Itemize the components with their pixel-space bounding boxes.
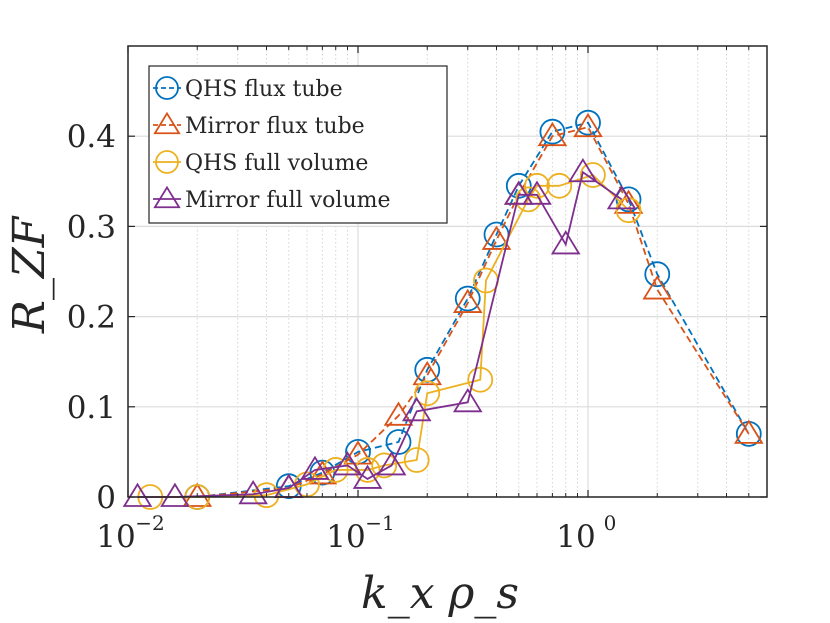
data-point-mirror-flux-tube	[573, 112, 603, 138]
data-point-qhs-full-volume	[546, 172, 573, 199]
series-mirror-full-volume	[122, 157, 637, 507]
series-layer	[122, 109, 764, 510]
tick-labels: 00.10.20.30.410 −2 10 −1 10 0	[67, 119, 617, 555]
data-point-mirror-flux-tube	[452, 288, 483, 313]
legend-box	[148, 65, 448, 224]
data-point-mirror-flux-tube	[537, 121, 568, 147]
data-point-qhs-flux-tube	[575, 109, 601, 136]
data-point-mirror-full-volume	[522, 180, 552, 205]
data-point-qhs-full-volume	[524, 172, 550, 199]
legend-item-qhs-full-volume: QHS full volume	[153, 150, 368, 176]
series-line-qhs-flux-tube	[197, 121, 750, 498]
data-point-mirror-flux-tube	[733, 419, 764, 444]
axis-ticks	[127, 46, 768, 498]
plot-frame	[127, 45, 768, 498]
data-point-qhs-full-volume	[253, 482, 280, 509]
data-point-mirror-full-volume	[332, 451, 363, 476]
y-tick-label: 0.3	[67, 209, 116, 245]
y-axis-title: R_ZF	[4, 215, 55, 334]
series-line-mirror-full-volume	[137, 170, 623, 498]
data-point-mirror-full-volume	[376, 451, 407, 476]
legend-marker	[153, 111, 181, 135]
data-point-mirror-full-volume	[160, 482, 190, 507]
data-point-qhs-flux-tube	[454, 285, 481, 312]
x-tick-label: 10	[326, 519, 365, 555]
legend-marker	[155, 150, 179, 174]
data-point-qhs-full-volume	[403, 447, 430, 473]
data-point-qhs-flux-tube	[539, 118, 566, 145]
data-point-mirror-full-volume	[550, 230, 581, 255]
data-point-mirror-full-volume	[122, 482, 153, 507]
legend-label: Mirror flux tube	[185, 114, 365, 139]
x-axis-title: k_x ρ_s	[361, 568, 519, 619]
data-point-mirror-full-volume	[503, 180, 534, 205]
data-point-mirror-full-volume	[606, 185, 637, 210]
y-tick-label: 0	[96, 480, 116, 516]
data-point-mirror-flux-tube	[642, 275, 673, 300]
x-tick-exponent: −1	[365, 511, 394, 535]
data-point-qhs-flux-tube	[385, 429, 412, 455]
legend-label: QHS full volume	[185, 151, 368, 176]
data-point-mirror-full-volume	[568, 157, 598, 183]
legend-marker	[155, 76, 179, 100]
x-tick-exponent: −2	[135, 511, 164, 535]
data-point-mirror-flux-tube	[412, 360, 443, 386]
data-point-qhs-flux-tube	[644, 261, 671, 288]
legend-marker	[153, 185, 181, 209]
y-tick-label: 0.4	[67, 119, 116, 155]
y-tick-label: 0.2	[67, 300, 116, 336]
legend-item-qhs-flux-tube: QHS flux tube	[153, 76, 343, 102]
data-point-qhs-full-volume	[371, 452, 398, 479]
x-tick-label: 10	[556, 519, 595, 555]
data-point-qhs-full-volume	[414, 380, 441, 407]
x-tick-label: 10	[96, 519, 135, 555]
legend-label: QHS flux tube	[185, 77, 343, 102]
data-point-mirror-flux-tube	[481, 225, 512, 250]
data-point-qhs-full-volume	[579, 162, 606, 188]
legend: QHS flux tube Mirror flux tube QHS full vo…	[148, 65, 448, 224]
data-point-mirror-flux-tube	[383, 401, 414, 426]
y-tick-label: 0.1	[67, 390, 116, 426]
data-point-qhs-full-volume	[467, 366, 494, 393]
legend-label: Mirror full volume	[185, 188, 391, 213]
data-point-mirror-full-volume	[401, 396, 432, 422]
legend-item-mirror-flux-tube: Mirror flux tube	[153, 111, 365, 139]
x-tick-exponent: 0	[604, 511, 617, 535]
data-point-mirror-full-volume	[452, 387, 483, 413]
data-point-mirror-full-volume	[238, 479, 268, 505]
data-point-mirror-flux-tube	[613, 189, 644, 214]
data-point-mirror-full-volume	[352, 464, 383, 489]
data-point-mirror-full-volume	[300, 455, 330, 480]
legend-item-mirror-full-volume: Mirror full volume	[153, 185, 391, 213]
